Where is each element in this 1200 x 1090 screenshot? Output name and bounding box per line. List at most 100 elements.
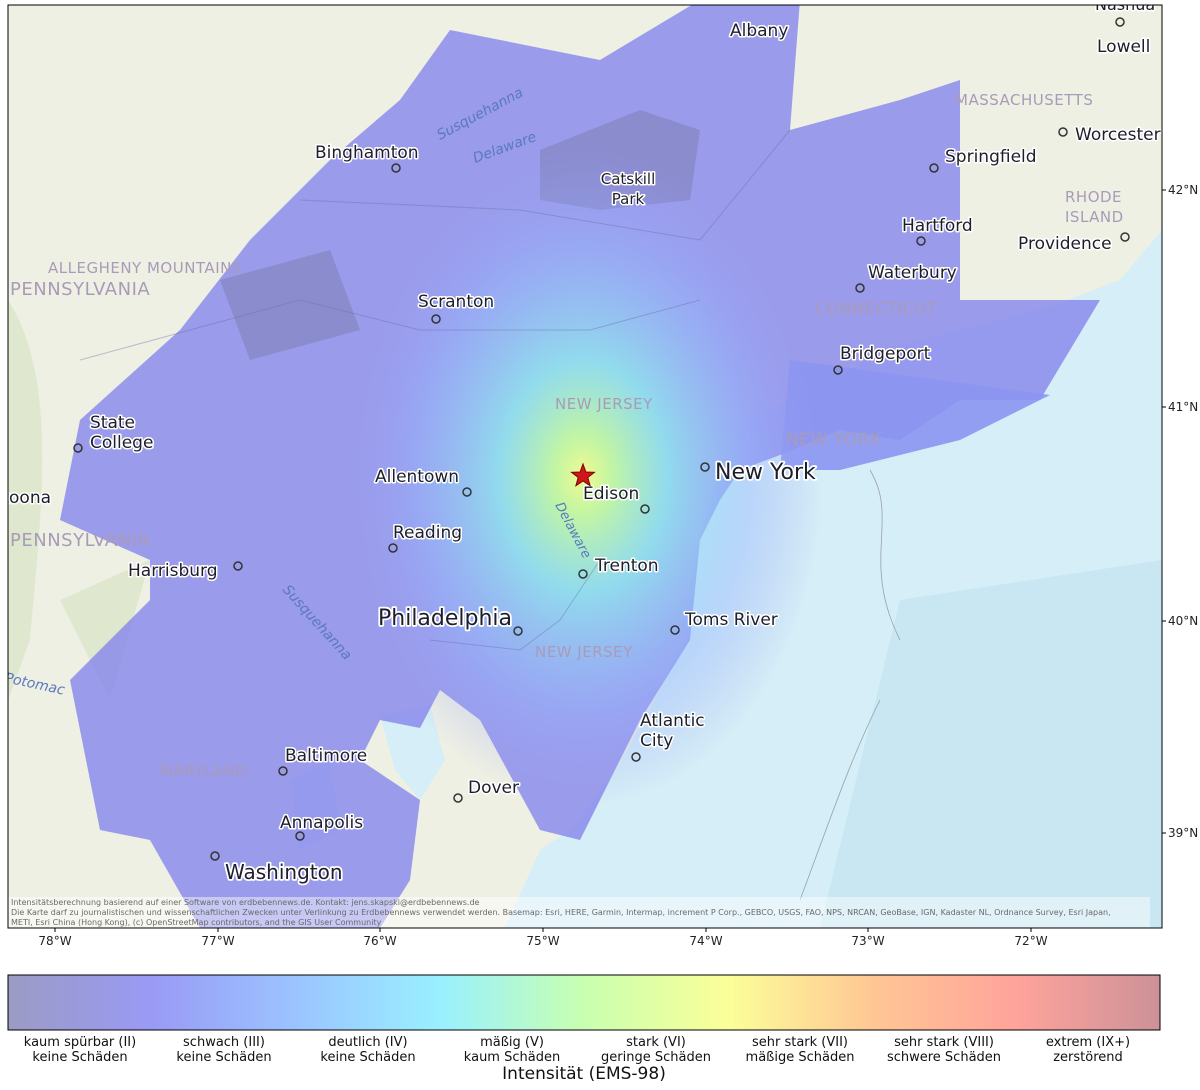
legend-class: stark (VI)	[626, 1035, 686, 1050]
lon-tick-label: 78°W	[38, 934, 71, 948]
city-marker	[278, 766, 288, 776]
place-label: Bridgeport	[840, 344, 931, 364]
place-label: Scranton	[418, 292, 494, 312]
bathymetry	[799, 469, 901, 901]
city-marker	[578, 569, 588, 579]
place-label: CONNECTICUT	[815, 299, 937, 318]
epicenter	[570, 462, 596, 487]
legend-title: Intensität (EMS-98)	[502, 1064, 666, 1084]
place-label: Atlantic	[640, 711, 705, 731]
place-label: Toms River	[684, 610, 778, 630]
place-label: Washington	[225, 860, 343, 884]
lat-tick-label: 41°N	[1168, 400, 1198, 414]
city-marker	[295, 831, 305, 841]
city-marker	[210, 851, 220, 861]
city-marker	[700, 462, 710, 472]
city-marker	[855, 283, 865, 293]
place-label: ISLAND	[1065, 208, 1124, 226]
city-marker	[513, 626, 523, 636]
legend-description: kaum Schäden	[464, 1050, 560, 1065]
city-marker	[453, 793, 463, 803]
place-label: PENNSYLVANIA	[10, 279, 150, 300]
place-label: RHODE	[1065, 188, 1122, 206]
lat-tick-label: 39°N	[1168, 826, 1198, 840]
lat-tick-label: 42°N	[1168, 183, 1198, 197]
legend-class: kaum spürbar (II)	[24, 1035, 136, 1050]
legend-description: zerstörend	[1053, 1050, 1123, 1065]
place-label: Worcester	[1075, 125, 1161, 145]
legend-description: mäßige Schäden	[746, 1050, 855, 1065]
legend-class: schwach (III)	[183, 1035, 265, 1050]
place-label: Hartford	[902, 216, 973, 236]
lat-tick-label: 40°N	[1168, 614, 1198, 628]
city-marker	[929, 163, 939, 173]
place-label: NEW JERSEY	[555, 395, 653, 413]
boundaries	[79, 129, 791, 651]
city-marker	[631, 752, 641, 762]
lon-tick-label: 72°W	[1014, 934, 1047, 948]
attribution-box	[8, 897, 1150, 928]
place-label: Providence	[1018, 234, 1112, 254]
colorbar	[7, 974, 1161, 1031]
place-label: State	[90, 413, 135, 433]
place-label: Lowell	[1097, 37, 1150, 57]
place-label: NEW JERSEY	[535, 643, 633, 661]
map: Nashua Lowell Albany MASSACHUSETTS Worcester…	[0, 0, 1162, 928]
legend-description: keine Schäden	[176, 1050, 271, 1065]
place-label: Annapolis	[280, 813, 363, 833]
intensity-long-island	[780, 360, 1050, 470]
city-marker	[388, 543, 398, 553]
place-label: Park	[612, 190, 645, 208]
ticks: 78°W 77°W 76°W 75°W 74°W 73°W 72°W 42°N 41°N 40°N…	[38, 183, 1198, 948]
city-marker	[1115, 17, 1125, 27]
terrain	[8, 300, 150, 700]
legend-description: schwere Schäden	[887, 1050, 1001, 1065]
city-marker	[670, 625, 680, 635]
city-marker	[1058, 127, 1068, 137]
legend-class: mäßig (V)	[480, 1035, 544, 1050]
city-markers	[73, 17, 1145, 861]
city-marker	[1135, 43, 1145, 53]
city-marker	[916, 236, 926, 246]
place-label: New York	[715, 460, 816, 485]
city-marker	[462, 487, 472, 497]
place-label: Reading	[393, 523, 462, 543]
place-label: Allentown	[375, 467, 459, 487]
place-label: Harrisburg	[128, 561, 218, 581]
place-label: NEW YORK	[786, 430, 882, 450]
place-label: MASSACHUSETTS	[955, 91, 1093, 109]
attribution-line: Die Karte darf zu journalistischen und w…	[11, 908, 1111, 917]
city-marker	[391, 163, 401, 173]
legend-description: keine Schäden	[32, 1050, 127, 1065]
deep-ocean	[820, 560, 1162, 928]
map-frame	[7, 4, 1163, 929]
place-label: Binghamton	[315, 143, 419, 163]
place-label: Waterbury	[868, 263, 957, 283]
lon-tick-label: 74°W	[689, 934, 722, 948]
attribution-line: Intensitätsberechnung basierend auf eine…	[11, 898, 480, 907]
attribution-line: METI, Esri China (Hong Kong), (c) OpenSt…	[11, 918, 382, 927]
place-label: Dover	[468, 778, 519, 798]
place-label: Altoona	[0, 488, 51, 508]
place-label: Trenton	[594, 556, 659, 576]
legend-class: deutlich (IV)	[328, 1035, 407, 1050]
lon-tick-label: 75°W	[526, 934, 559, 948]
place-label: Philadelphia	[378, 606, 512, 631]
place-label: City	[640, 731, 673, 751]
place-label: Nashua	[1095, 0, 1155, 14]
place-label: MARYLAND	[160, 762, 248, 780]
city-marker	[73, 443, 83, 453]
place-label: Baltimore	[285, 746, 367, 766]
place-label: Springfield	[945, 147, 1037, 167]
city-marker	[1120, 232, 1130, 242]
place-label: Albany	[730, 21, 788, 41]
legend-class: sehr stark (VII)	[752, 1035, 848, 1050]
legend-class: sehr stark (VIII)	[894, 1035, 994, 1050]
place-label: College	[90, 433, 153, 453]
legend-description: keine Schäden	[320, 1050, 415, 1065]
city-marker	[640, 504, 650, 514]
lon-tick-label: 77°W	[201, 934, 234, 948]
city-marker	[431, 314, 441, 324]
